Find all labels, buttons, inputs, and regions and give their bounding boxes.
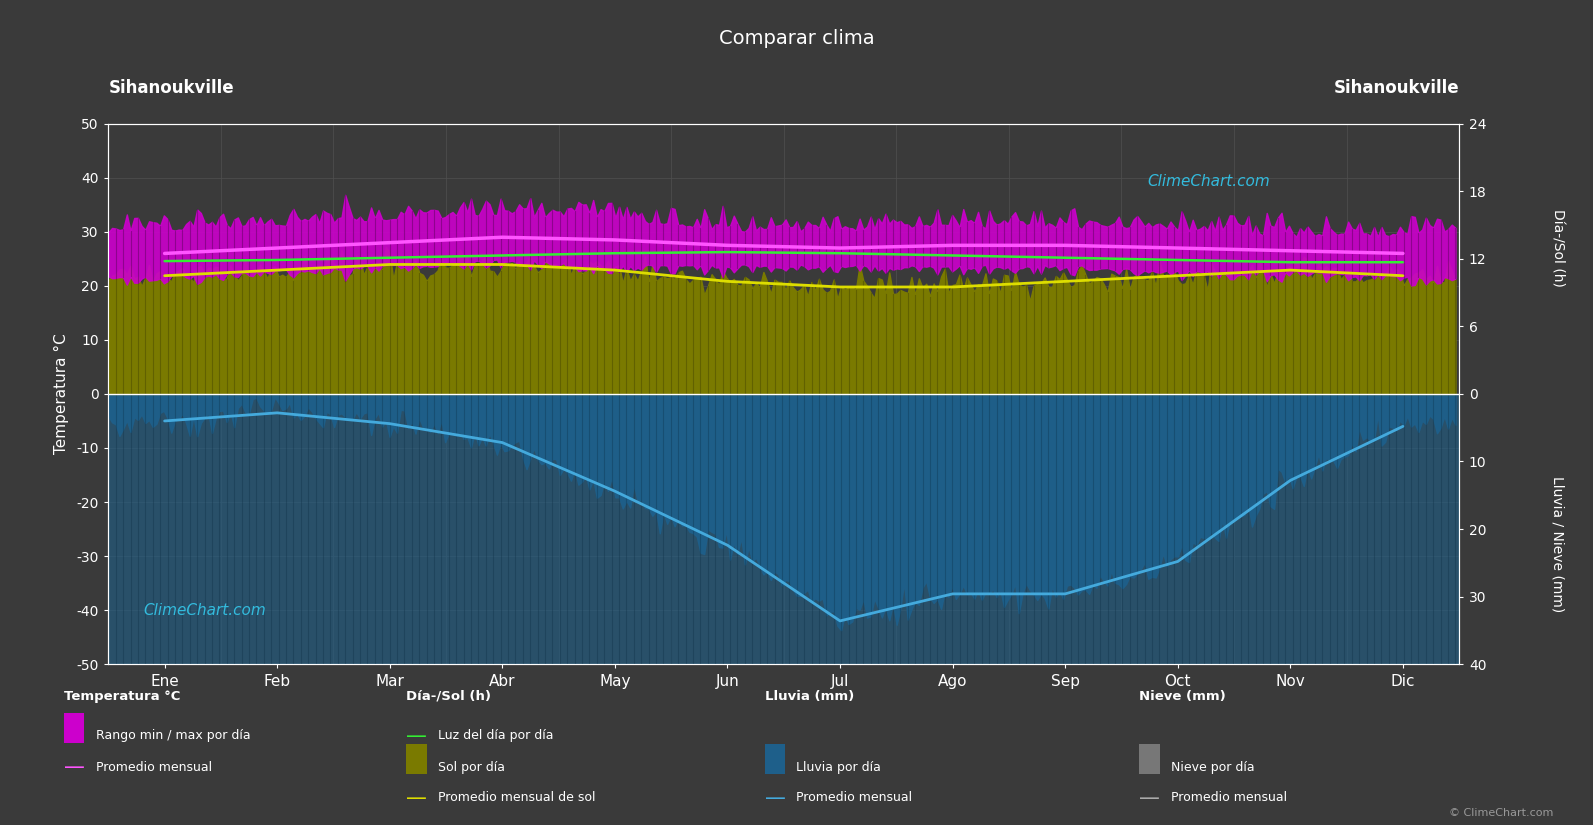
Text: Sol por día: Sol por día <box>438 761 505 774</box>
Text: Luz del día por día: Luz del día por día <box>438 729 554 742</box>
Text: —: — <box>406 726 427 746</box>
Text: —: — <box>64 757 84 777</box>
Y-axis label: Temperatura °C: Temperatura °C <box>54 333 68 455</box>
Text: —: — <box>406 788 427 808</box>
Text: Promedio mensual: Promedio mensual <box>1171 791 1287 804</box>
Text: Nieve (mm): Nieve (mm) <box>1139 690 1225 703</box>
Text: Sihanoukville: Sihanoukville <box>1333 78 1459 97</box>
Text: Rango min / max por día: Rango min / max por día <box>96 729 250 742</box>
Text: Comparar clima: Comparar clima <box>718 29 875 48</box>
Text: Lluvia por día: Lluvia por día <box>796 761 881 774</box>
Text: —: — <box>765 788 785 808</box>
Text: Lluvia / Nieve (mm): Lluvia / Nieve (mm) <box>1552 476 1564 613</box>
Text: Nieve por día: Nieve por día <box>1171 761 1254 774</box>
Text: © ClimeChart.com: © ClimeChart.com <box>1448 808 1553 818</box>
Text: Promedio mensual: Promedio mensual <box>796 791 913 804</box>
Text: ClimeChart.com: ClimeChart.com <box>1147 174 1270 189</box>
Text: Sihanoukville: Sihanoukville <box>108 78 234 97</box>
Text: Promedio mensual: Promedio mensual <box>96 761 212 774</box>
Text: Temperatura °C: Temperatura °C <box>64 690 180 703</box>
Text: Lluvia (mm): Lluvia (mm) <box>765 690 854 703</box>
Text: —: — <box>1139 788 1160 808</box>
Text: Promedio mensual de sol: Promedio mensual de sol <box>438 791 596 804</box>
Text: ClimeChart.com: ClimeChart.com <box>143 603 266 618</box>
Text: Día-/Sol (h): Día-/Sol (h) <box>406 690 491 703</box>
Text: Día-/Sol (h): Día-/Sol (h) <box>1552 209 1564 286</box>
